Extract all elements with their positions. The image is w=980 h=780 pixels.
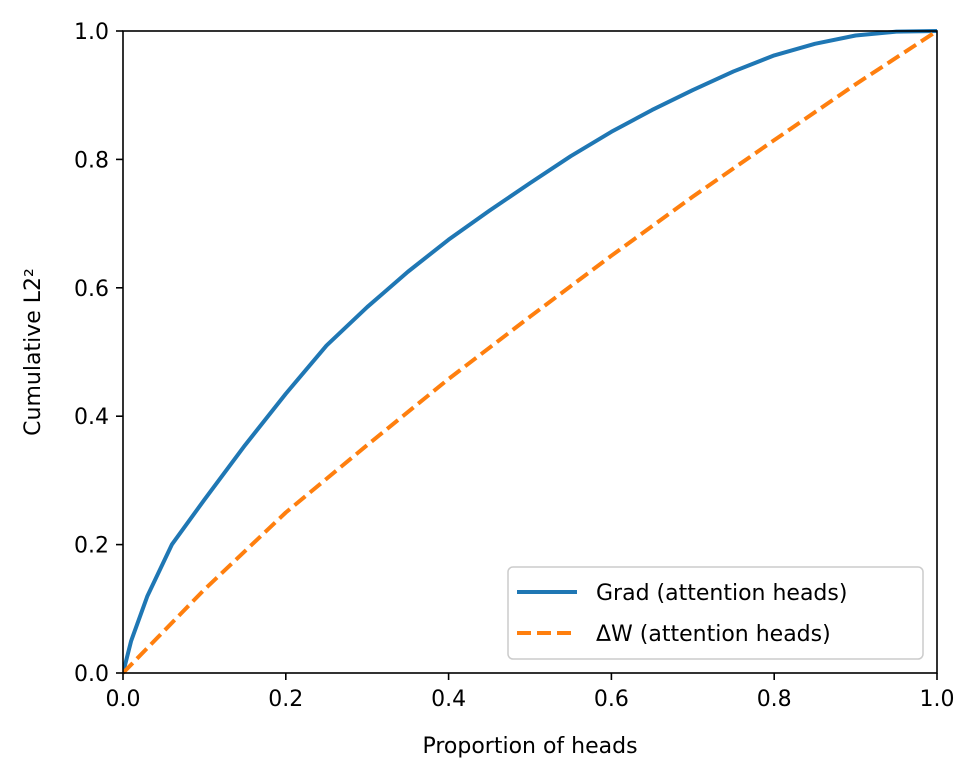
- legend-box: [507, 566, 924, 660]
- y-tick-label: 1.0: [74, 20, 109, 45]
- series-line-grad: [123, 29, 938, 674]
- y-tick-label: 0.6: [74, 277, 109, 302]
- plot-area: [123, 29, 939, 675]
- x-axis-label: Proportion of heads: [422, 734, 637, 759]
- x-tick-label: 0.4: [431, 687, 466, 712]
- y-tick-label: 0.4: [74, 405, 109, 430]
- legend: Grad (attention heads) ΔW (attention hea…: [507, 566, 924, 660]
- x-tick-label: 0.0: [106, 687, 141, 712]
- series-line-delta-w: [123, 29, 939, 675]
- y-tick-label: 0.8: [74, 148, 109, 173]
- axis-ticks: 0.0 0.2 0.4 0.6 0.8 1.0 0.0 0.2 0.4 0.6 0.8 1.0: [74, 20, 955, 712]
- x-tick-label: 0.6: [594, 687, 629, 712]
- legend-label-grad: Grad (attention heads): [596, 581, 847, 606]
- y-tick-label: 0.2: [74, 534, 109, 559]
- legend-label-delta-w: ΔW (attention heads): [596, 622, 831, 647]
- x-tick-label: 0.2: [268, 687, 303, 712]
- plot-frame: [122, 30, 938, 674]
- y-tick-label: 0.0: [74, 662, 109, 687]
- y-axis-label: Cumulative L2²: [21, 268, 46, 436]
- x-tick-label: 0.8: [757, 687, 792, 712]
- x-tick-label: 1.0: [920, 687, 955, 712]
